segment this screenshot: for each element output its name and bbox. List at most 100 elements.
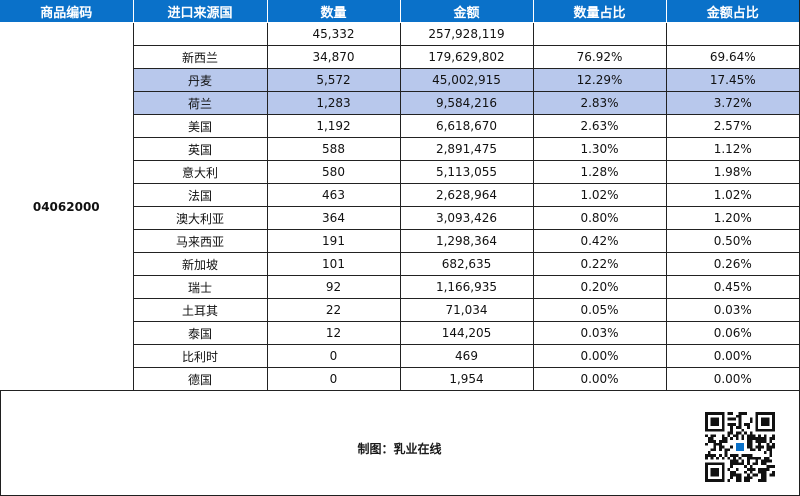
cell-amount: 1,166,935 <box>399 275 534 299</box>
header-quantity-share: 数量占比 <box>532 0 667 23</box>
cell-quantity-share: 0.22% <box>532 252 667 276</box>
cell-country: 丹麦 <box>132 68 268 92</box>
header-quantity: 数量 <box>266 0 401 23</box>
table-body: 04062000 45,332 257,928,119 新西兰 34,870 179,62… <box>0 22 799 391</box>
cell-amount-share: 0.50% <box>665 229 799 253</box>
cell-quantity-share: 1.02% <box>532 183 667 207</box>
cell-country: 土耳其 <box>132 298 268 322</box>
cell-quantity-share: 1.30% <box>532 137 667 161</box>
table-header-row: 商品编码 进口来源国 数量 金额 数量占比 金额占比 <box>0 0 799 23</box>
cell-amount: 5,113,055 <box>399 160 534 184</box>
cell-amount: 1,954 <box>399 367 534 391</box>
table-row: 丹麦 5,572 45,002,915 12.29% 17.45% <box>0 68 799 92</box>
table-row: 马来西亚 191 1,298,364 0.42% 0.50% <box>0 229 799 253</box>
cell-quantity-share: 0.03% <box>532 321 667 345</box>
cell-amount: 682,635 <box>399 252 534 276</box>
cell-quantity: 45,332 <box>266 22 401 46</box>
cell-amount-share: 1.02% <box>665 183 799 207</box>
cell-quantity: 191 <box>266 229 401 253</box>
product-code-cell: 04062000 <box>0 22 134 391</box>
cell-amount: 71,034 <box>399 298 534 322</box>
table-row: 新加坡 101 682,635 0.22% 0.26% <box>0 252 799 276</box>
cell-country: 新加坡 <box>132 252 268 276</box>
cell-amount: 3,093,426 <box>399 206 534 230</box>
cell-quantity-share: 0.80% <box>532 206 667 230</box>
cell-country: 法国 <box>132 183 268 207</box>
cell-quantity: 463 <box>266 183 401 207</box>
table-row: 04062000 45,332 257,928,119 <box>0 22 799 391</box>
cell-amount-share: 2.57% <box>665 114 799 138</box>
cell-amount: 1,298,364 <box>399 229 534 253</box>
cell-amount-share: 17.45% <box>665 68 799 92</box>
footer: 制图：乳业在线 <box>0 401 799 496</box>
cell-quantity: 34,870 <box>266 45 401 69</box>
cell-amount: 179,629,802 <box>399 45 534 69</box>
cell-country <box>132 22 268 46</box>
cell-amount-share <box>665 22 799 46</box>
table-row: 澳大利亚 364 3,093,426 0.80% 1.20% <box>0 206 799 230</box>
cell-country: 泰国 <box>132 321 268 345</box>
cell-amount-share: 0.00% <box>665 344 799 368</box>
cell-amount-share: 0.00% <box>665 367 799 391</box>
cell-country: 英国 <box>132 137 268 161</box>
cell-amount-share: 0.45% <box>665 275 799 299</box>
cell-amount: 144,205 <box>399 321 534 345</box>
cell-quantity-share: 2.63% <box>532 114 667 138</box>
cell-quantity: 588 <box>266 137 401 161</box>
table-row: 荷兰 1,283 9,584,216 2.83% 3.72% <box>0 91 799 115</box>
cell-country: 荷兰 <box>132 91 268 115</box>
table-row: 比利时 0 469 0.00% 0.00% <box>0 344 799 368</box>
cell-amount-share: 0.06% <box>665 321 799 345</box>
cell-quantity-share: 1.28% <box>532 160 667 184</box>
cell-quantity: 0 <box>266 367 401 391</box>
cell-country: 新西兰 <box>132 45 268 69</box>
cell-amount: 469 <box>399 344 534 368</box>
footer-credit: 制图：乳业在线 <box>357 442 442 456</box>
table-row: 美国 1,192 6,618,670 2.63% 2.57% <box>0 114 799 138</box>
cell-quantity: 101 <box>266 252 401 276</box>
cell-country: 意大利 <box>132 160 268 184</box>
cell-quantity: 580 <box>266 160 401 184</box>
cell-quantity: 22 <box>266 298 401 322</box>
cell-amount: 9,584,216 <box>399 91 534 115</box>
cell-quantity-share: 0.42% <box>532 229 667 253</box>
header-origin-country: 进口来源国 <box>132 0 268 23</box>
cell-quantity-share: 2.83% <box>532 91 667 115</box>
cell-quantity-share <box>532 22 667 46</box>
table-row: 瑞士 92 1,166,935 0.20% 0.45% <box>0 275 799 299</box>
cell-amount-share: 3.72% <box>665 91 799 115</box>
table-row: 法国 463 2,628,964 1.02% 1.02% <box>0 183 799 207</box>
cell-amount: 2,891,475 <box>399 137 534 161</box>
cell-amount-share: 0.26% <box>665 252 799 276</box>
cell-amount: 2,628,964 <box>399 183 534 207</box>
table-row: 英国 588 2,891,475 1.30% 1.12% <box>0 137 799 161</box>
cell-quantity: 1,192 <box>266 114 401 138</box>
cell-quantity-share: 0.00% <box>532 367 667 391</box>
cell-quantity-share: 12.29% <box>532 68 667 92</box>
header-product-code: 商品编码 <box>0 0 134 23</box>
cell-quantity-share: 0.05% <box>532 298 667 322</box>
cell-quantity: 92 <box>266 275 401 299</box>
cell-quantity-share: 0.20% <box>532 275 667 299</box>
cell-amount: 45,002,915 <box>399 68 534 92</box>
cell-quantity-share: 76.92% <box>532 45 667 69</box>
cell-amount-share: 0.03% <box>665 298 799 322</box>
cell-country: 马来西亚 <box>132 229 268 253</box>
cell-amount-share: 1.20% <box>665 206 799 230</box>
cell-amount-share: 1.98% <box>665 160 799 184</box>
cell-amount-share: 69.64% <box>665 45 799 69</box>
table-row: 新西兰 34,870 179,629,802 76.92% 69.64% <box>0 45 799 69</box>
cell-quantity: 5,572 <box>266 68 401 92</box>
cell-country: 瑞士 <box>132 275 268 299</box>
header-amount-share: 金额占比 <box>665 0 799 23</box>
header-amount: 金额 <box>399 0 534 23</box>
cell-quantity: 364 <box>266 206 401 230</box>
cell-quantity: 0 <box>266 344 401 368</box>
cell-quantity: 12 <box>266 321 401 345</box>
table-row: 德国 0 1,954 0.00% 0.00% <box>0 367 799 391</box>
cell-country: 澳大利亚 <box>132 206 268 230</box>
cell-country: 美国 <box>132 114 268 138</box>
cell-country: 比利时 <box>132 344 268 368</box>
cell-amount-share: 1.12% <box>665 137 799 161</box>
qr-code-icon <box>705 412 775 482</box>
